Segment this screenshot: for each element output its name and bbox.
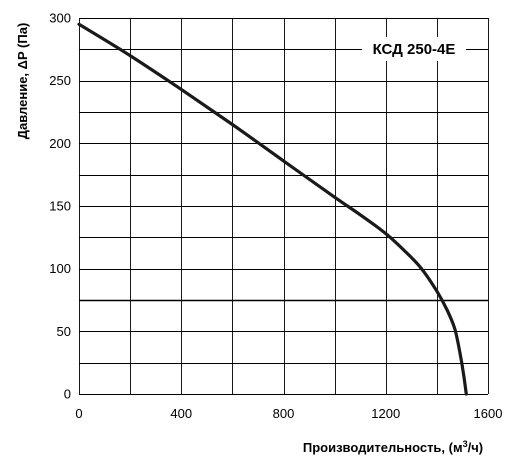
y-tick-label: 100 [49, 261, 71, 276]
x-tick-label: 1200 [371, 406, 400, 421]
x-tick-label: 0 [75, 406, 82, 421]
x-tick-label: 800 [273, 406, 295, 421]
x-axis-title: Производительность, (м3/ч) [303, 439, 483, 455]
x-tick-label: 400 [170, 406, 192, 421]
y-tick-label: 0 [64, 387, 71, 402]
y-tick-label: 250 [49, 73, 71, 88]
grid-lines [79, 18, 489, 395]
y-tick-label: 200 [49, 136, 71, 151]
y-tick-label: 50 [57, 324, 71, 339]
y-axis-title: Давление, ΔP (Па) [15, 23, 30, 140]
series-layer [77, 22, 468, 396]
model-label: КСД 250-4Е [373, 41, 456, 58]
pressure-curve [77, 22, 468, 396]
model-label-box [362, 37, 466, 61]
x-tick-label: 1600 [474, 406, 503, 421]
y-tick-label: 300 [49, 11, 71, 26]
y-tick-label: 150 [49, 199, 71, 214]
tick-labels: 0 50 100 150 200 250 300 0 400 800 1200 1600 [49, 11, 502, 422]
